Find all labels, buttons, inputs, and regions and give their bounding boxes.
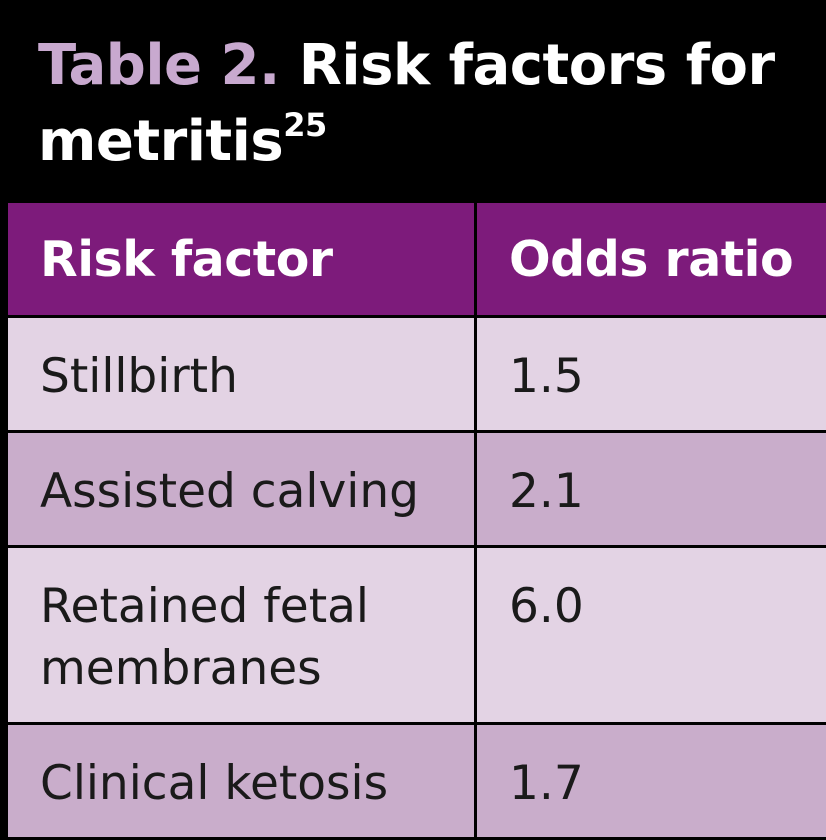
odds-ratio-cell: 1.5 (476, 317, 826, 432)
header-risk-factor: Risk factor (7, 202, 476, 317)
risk-factor-cell: Clinical ketosis (7, 724, 476, 839)
risk-factor-cell: Retained fetal membranes (7, 547, 476, 724)
table-title: Table 2. Risk factors for metritis25 (38, 28, 818, 180)
table-row: Assisted calving 2.1 (7, 432, 826, 547)
risk-factor-cell: Assisted calving (7, 432, 476, 547)
table-number-label: Table 2. (38, 33, 280, 98)
header-odds-ratio: Odds ratio (476, 202, 826, 317)
table-header-row: Risk factor Odds ratio (7, 202, 826, 317)
table-row: Retained fetal membranes 6.0 (7, 547, 826, 724)
reference-superscript: 25 (283, 106, 327, 144)
odds-ratio-cell: 1.7 (476, 724, 826, 839)
table-row: Clinical ketosis 1.7 (7, 724, 826, 839)
odds-ratio-cell: 2.1 (476, 432, 826, 547)
risk-factor-cell: Stillbirth (7, 317, 476, 432)
table-row: Stillbirth 1.5 (7, 317, 826, 432)
risk-factor-table: Risk factor Odds ratio Stillbirth 1.5 As… (5, 200, 826, 840)
odds-ratio-cell: 6.0 (476, 547, 826, 724)
